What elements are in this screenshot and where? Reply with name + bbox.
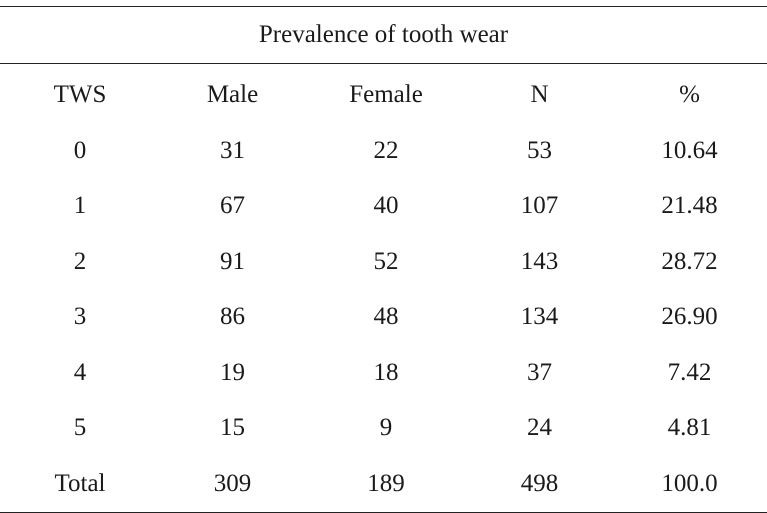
- cell-male: 15: [220, 414, 245, 442]
- header-female: Female: [349, 81, 423, 108]
- table-title-row: Prevalence of tooth wear: [0, 6, 767, 64]
- table-row: 5 15 9 24 4.81: [0, 401, 767, 457]
- cell-n: 24: [527, 414, 552, 442]
- cell-tws: 5: [73, 414, 87, 442]
- header-tws: TWS: [53, 81, 107, 108]
- cell-n: 37: [527, 358, 552, 386]
- cell-n: 143: [520, 247, 559, 275]
- cell-tws: 3: [73, 303, 87, 331]
- cell-male: 91: [220, 247, 245, 275]
- cell-n: 53: [527, 136, 552, 164]
- cell-female: 40: [373, 192, 399, 220]
- table-row: 2 91 52 143 28.72: [0, 234, 767, 290]
- cell-female: 22: [373, 136, 399, 164]
- cell-male: 19: [220, 358, 245, 386]
- cell-percent: 100.0: [612, 456, 767, 513]
- cell-male: 31: [220, 136, 245, 164]
- cell-female: 189: [305, 456, 467, 513]
- cell-tws: 0: [73, 136, 87, 164]
- cell-n: 498: [467, 456, 612, 513]
- header-percent: %: [679, 81, 700, 108]
- cell-n: 134: [520, 303, 559, 331]
- table-header-row: TWS Male Female N %: [0, 64, 767, 124]
- table-row: 4 19 18 37 7.42: [0, 345, 767, 401]
- cell-percent: 10.64: [661, 136, 718, 164]
- cell-tws: 2: [73, 247, 87, 275]
- cell-tws: 4: [73, 358, 87, 386]
- cell-female: 9: [379, 414, 393, 442]
- table-row: 0 31 22 53 10.64: [0, 123, 767, 179]
- header-n: N: [530, 81, 549, 108]
- table-title: Prevalence of tooth wear: [0, 6, 767, 64]
- cell-female: 52: [373, 247, 399, 275]
- cell-percent: 7.42: [667, 358, 712, 386]
- header-male: Male: [206, 81, 259, 108]
- table-row: 3 86 48 134 26.90: [0, 290, 767, 346]
- cell-male: 67: [220, 192, 245, 220]
- cell-percent: 4.81: [667, 414, 712, 442]
- table-row: 1 67 40 107 21.48: [0, 179, 767, 235]
- cell-total-label: Total: [0, 456, 160, 513]
- cell-tws: 1: [73, 192, 87, 220]
- cell-male: 86: [220, 303, 245, 331]
- cell-percent: 21.48: [661, 192, 718, 220]
- cell-percent: 28.72: [661, 247, 718, 275]
- cell-female: 18: [373, 358, 399, 386]
- cell-male: 309: [160, 456, 305, 513]
- cell-percent: 26.90: [661, 303, 718, 331]
- tooth-wear-table: Prevalence of tooth wear TWS Male Female…: [0, 6, 767, 513]
- cell-female: 48: [373, 303, 399, 331]
- table-total-row: Total 309 189 498 100.0: [0, 456, 767, 513]
- cell-n: 107: [520, 192, 559, 220]
